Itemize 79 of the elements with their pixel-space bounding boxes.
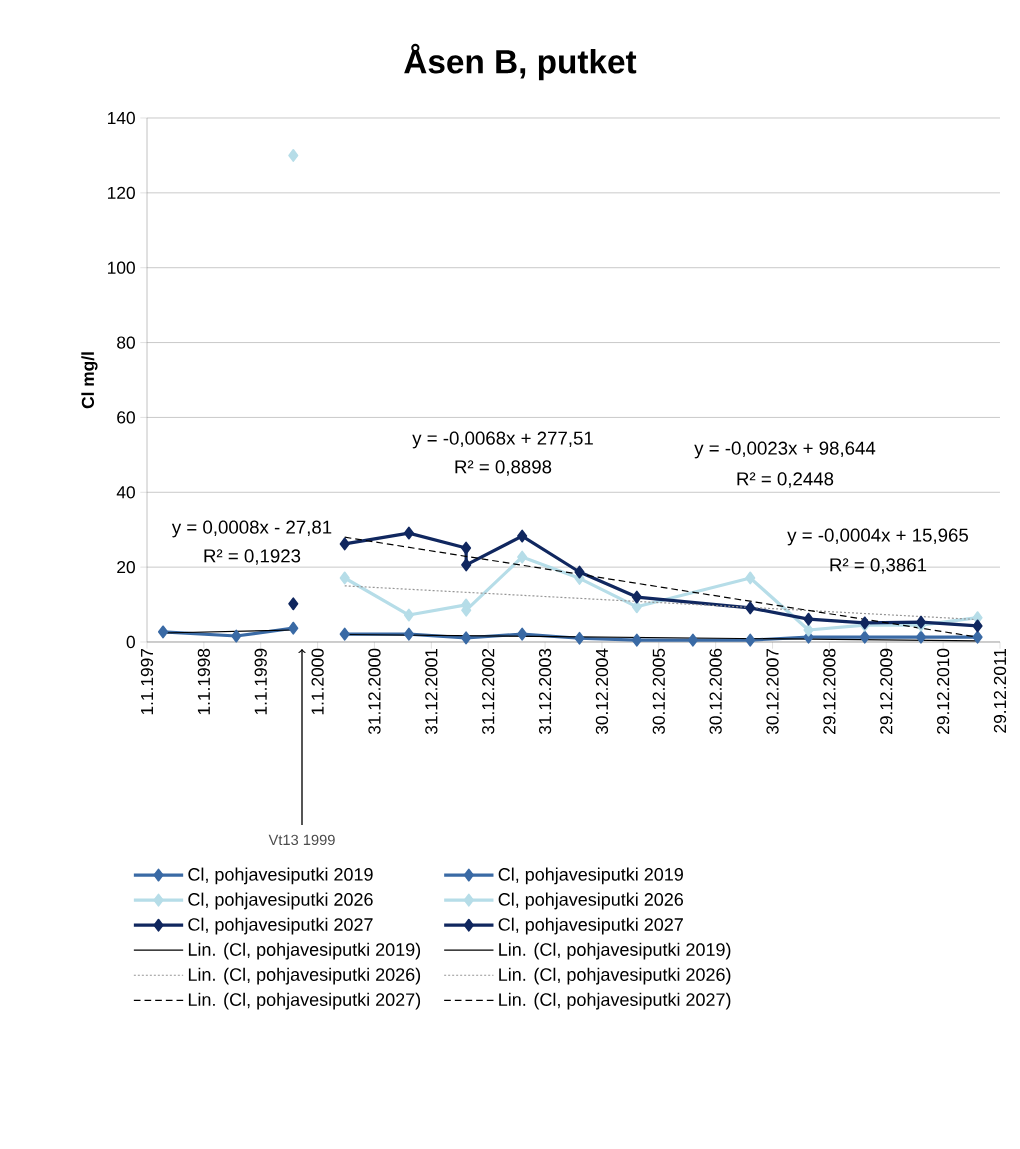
annotation: R² = 0,2448: [737, 472, 834, 488]
annotation: R² = 0,3861: [830, 558, 927, 574]
point: [288, 621, 299, 635]
legend-label: Lin. (Cl, pohjavesiputki 2027): [499, 992, 731, 1010]
legend-label: Cl, pohjavesiputki 2019: [498, 867, 683, 885]
legend-label: Cl, pohjavesiputki 2027: [188, 917, 373, 935]
point: [574, 631, 585, 645]
x-tick-label: 1.1.1998: [197, 648, 210, 715]
x-tick-label: 30.12.2005: [652, 648, 665, 735]
point: [631, 600, 642, 614]
text: Vt13 1999: [268, 834, 335, 846]
legend-label: Cl, pohjavesiputki 2019: [188, 867, 373, 885]
point: [461, 541, 472, 555]
point: [288, 148, 299, 162]
point: [574, 565, 585, 579]
point: [803, 612, 814, 626]
point: [288, 597, 299, 611]
chart-title: Åsen B, putket: [404, 43, 637, 81]
point: [745, 633, 756, 647]
point: [972, 630, 983, 644]
y-tick-label: 140: [108, 111, 135, 125]
point: [517, 627, 528, 641]
legend-label: Lin. (Cl, pohjavesiputki 2019): [188, 942, 421, 960]
point: [517, 550, 528, 564]
point: [157, 625, 169, 639]
point: [403, 526, 414, 540]
legend-label: Lin. (Cl, pohjavesiputki 2026): [499, 967, 731, 985]
point: [859, 630, 870, 644]
point: [339, 571, 350, 585]
point: [631, 633, 642, 647]
point: [517, 529, 528, 543]
point: [403, 627, 414, 641]
y-tick-label: 20: [117, 561, 135, 574]
annotation: y = -0,0068x + 277,51: [412, 431, 593, 449]
point: [745, 601, 756, 615]
point: [403, 608, 414, 622]
y-axis-title: Cl mg/l: [81, 352, 98, 409]
y-tick-label: 0: [126, 635, 135, 649]
x-tick-label: 1.1.1999: [254, 648, 267, 715]
x-tick-label: 31.12.2003: [538, 648, 552, 735]
point: [972, 619, 983, 633]
legend-label: Lin. (Cl, pohjavesiputki 2027): [188, 992, 421, 1010]
y-tick-label: 40: [116, 486, 135, 499]
point: [231, 629, 242, 643]
x-tick-label: 30.12.2004: [595, 648, 609, 735]
point: [803, 623, 814, 637]
legend-label: Cl, pohjavesiputki 2026: [188, 892, 373, 910]
x-tick-label: 30.12.2006: [709, 648, 722, 735]
point: [461, 558, 472, 572]
x-tick-label: 31.12.2001: [425, 648, 438, 735]
point: [745, 571, 756, 585]
point: [339, 627, 350, 641]
x-tick-label: 31.12.2002: [482, 648, 495, 735]
point: [687, 633, 698, 647]
annotation: y = 0,0008x - 27,81: [171, 520, 332, 538]
y-tick-label: 120: [108, 186, 135, 199]
x-tick-label: 29.12.2010: [936, 648, 950, 734]
legend-label: Lin. (Cl, pohjavesiputki 2019): [499, 942, 731, 960]
x-tick-label: 29.12.2008: [823, 648, 836, 734]
annotation: R² = 0,8898: [455, 460, 552, 476]
x-tick-label: 31.12.2000: [368, 648, 381, 735]
y-tick-label: 100: [108, 261, 135, 274]
point: [461, 631, 472, 645]
annotation: y = -0,0004x + 15,965: [787, 528, 968, 546]
point: [915, 630, 927, 644]
y-tick-label: 80: [117, 336, 135, 349]
x-tick-label: 1.1.2000: [311, 648, 324, 715]
point: [339, 537, 350, 551]
x-tick-label: 30.12.2007: [766, 648, 779, 735]
x-tick-label: 1.1.1997: [140, 648, 154, 715]
y-tick-label: 60: [117, 411, 135, 424]
x-tick-label: 29.12.2009: [880, 648, 893, 734]
annotation: R² = 0,1923: [204, 549, 301, 565]
legend-label: Cl, pohjavesiputki 2026: [498, 892, 684, 910]
legend-label: Lin. (Cl, pohjavesiputki 2026): [188, 967, 421, 985]
x-tick-label: 29.12.2011: [993, 648, 1007, 733]
legend-label: Cl, pohjavesiputki 2027: [498, 917, 683, 935]
annotation: y = -0,0023x + 98,644: [694, 441, 876, 459]
point: [631, 590, 642, 604]
